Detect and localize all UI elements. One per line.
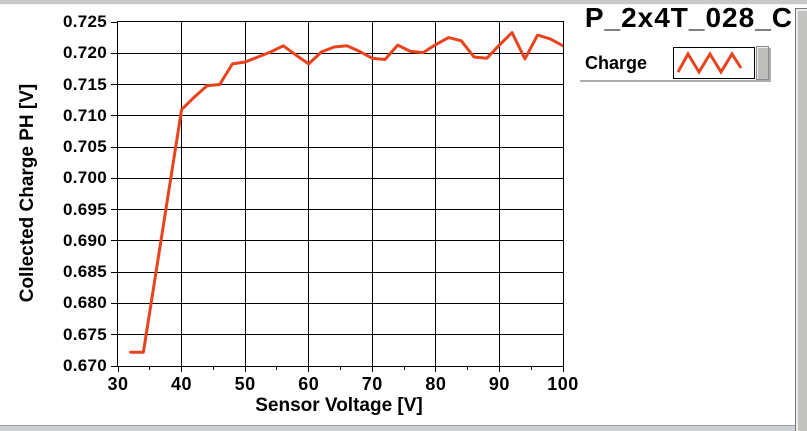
y-tick-label: 0.695: [62, 199, 107, 219]
charge-zigzag-icon: [676, 51, 743, 75]
h-gridline: [118, 240, 563, 242]
v-gridline: [371, 22, 373, 366]
x-axis-title: Sensor Voltage [V]: [255, 395, 423, 416]
y-major-tick: [111, 146, 117, 148]
plot-area: [117, 21, 564, 367]
x-minor-tick: [149, 367, 151, 370]
y-tick-label: 0.705: [62, 137, 107, 157]
x-major-tick: [371, 367, 373, 372]
x-minor-tick: [340, 367, 341, 370]
plot-legend[interactable]: Charge: [578, 46, 770, 80]
v-gridline: [308, 22, 310, 366]
y-major-tick: [111, 334, 117, 336]
h-gridline: [118, 146, 563, 148]
h-gridline: [118, 177, 563, 179]
y-major-tick: [111, 52, 117, 54]
y-major-tick: [111, 240, 117, 242]
y-tick-label: 0.700: [62, 168, 107, 188]
y-tick-label: 0.715: [62, 74, 107, 94]
y-tick-label: 0.675: [62, 324, 107, 344]
y-major-tick: [111, 302, 117, 304]
data-series-layer: [129, 31, 563, 354]
x-tick-label: 80: [425, 374, 447, 394]
x-tick-label: 30: [107, 374, 129, 394]
y-major-tick: [111, 21, 117, 23]
x-minor-tick: [403, 367, 405, 370]
x-major-tick: [117, 367, 119, 372]
v-gridline: [244, 22, 246, 366]
h-gridline: [118, 271, 563, 273]
legend-entry-label: Charge: [585, 52, 648, 73]
panel-top-edge: [0, 0, 807, 5]
panel-right-edge: [795, 8, 807, 431]
h-gridline: [118, 84, 563, 86]
x-tick-label: 50: [234, 374, 256, 394]
x-tick-label: 40: [171, 374, 193, 394]
y-tick-label: 0.720: [62, 43, 107, 63]
y-tick-label: 0.680: [62, 293, 107, 313]
x-major-tick: [562, 367, 564, 372]
x-tick-label: 100: [547, 374, 579, 394]
h-gridline: [118, 334, 563, 336]
x-minor-tick: [212, 367, 214, 370]
series-line-charge: [129, 31, 563, 354]
x-major-tick: [181, 367, 183, 372]
panel-bottom-edge: [0, 425, 807, 431]
y-major-tick: [111, 84, 117, 86]
legend-scrollbar[interactable]: [756, 46, 770, 80]
x-tick-label: 90: [488, 374, 510, 394]
y-tick-label: 0.685: [62, 262, 107, 282]
y-tick-label: 0.710: [62, 105, 107, 125]
v-gridline: [498, 22, 500, 366]
x-minor-tick: [276, 367, 278, 370]
y-major-tick: [111, 271, 117, 273]
chart-title: P_2x4T_028_C: [584, 2, 793, 33]
y-tick-label: 0.670: [62, 356, 107, 375]
x-tick-label: 60: [298, 374, 320, 394]
y-major-tick: [111, 365, 117, 367]
x-major-tick: [498, 367, 500, 372]
x-major-tick: [435, 367, 437, 372]
x-tick-label: 70: [361, 374, 383, 394]
y-major-tick: [111, 115, 117, 117]
legend-line-sample[interactable]: [673, 47, 756, 79]
y-axis-title: Collected Charge PH [V]: [17, 83, 38, 303]
h-gridline: [118, 302, 563, 304]
x-major-tick: [244, 367, 246, 372]
y-tick-label: 0.725: [62, 12, 107, 31]
x-minor-tick: [530, 367, 532, 370]
y-major-tick: [111, 209, 117, 211]
v-gridline: [181, 22, 183, 366]
h-gridline: [118, 209, 563, 211]
y-tick-label: 0.690: [62, 230, 107, 250]
v-gridline: [435, 22, 437, 366]
h-gridline: [118, 52, 563, 54]
x-major-tick: [308, 367, 310, 372]
x-minor-tick: [467, 367, 469, 370]
y-major-tick: [111, 177, 117, 179]
h-gridline: [118, 115, 563, 117]
